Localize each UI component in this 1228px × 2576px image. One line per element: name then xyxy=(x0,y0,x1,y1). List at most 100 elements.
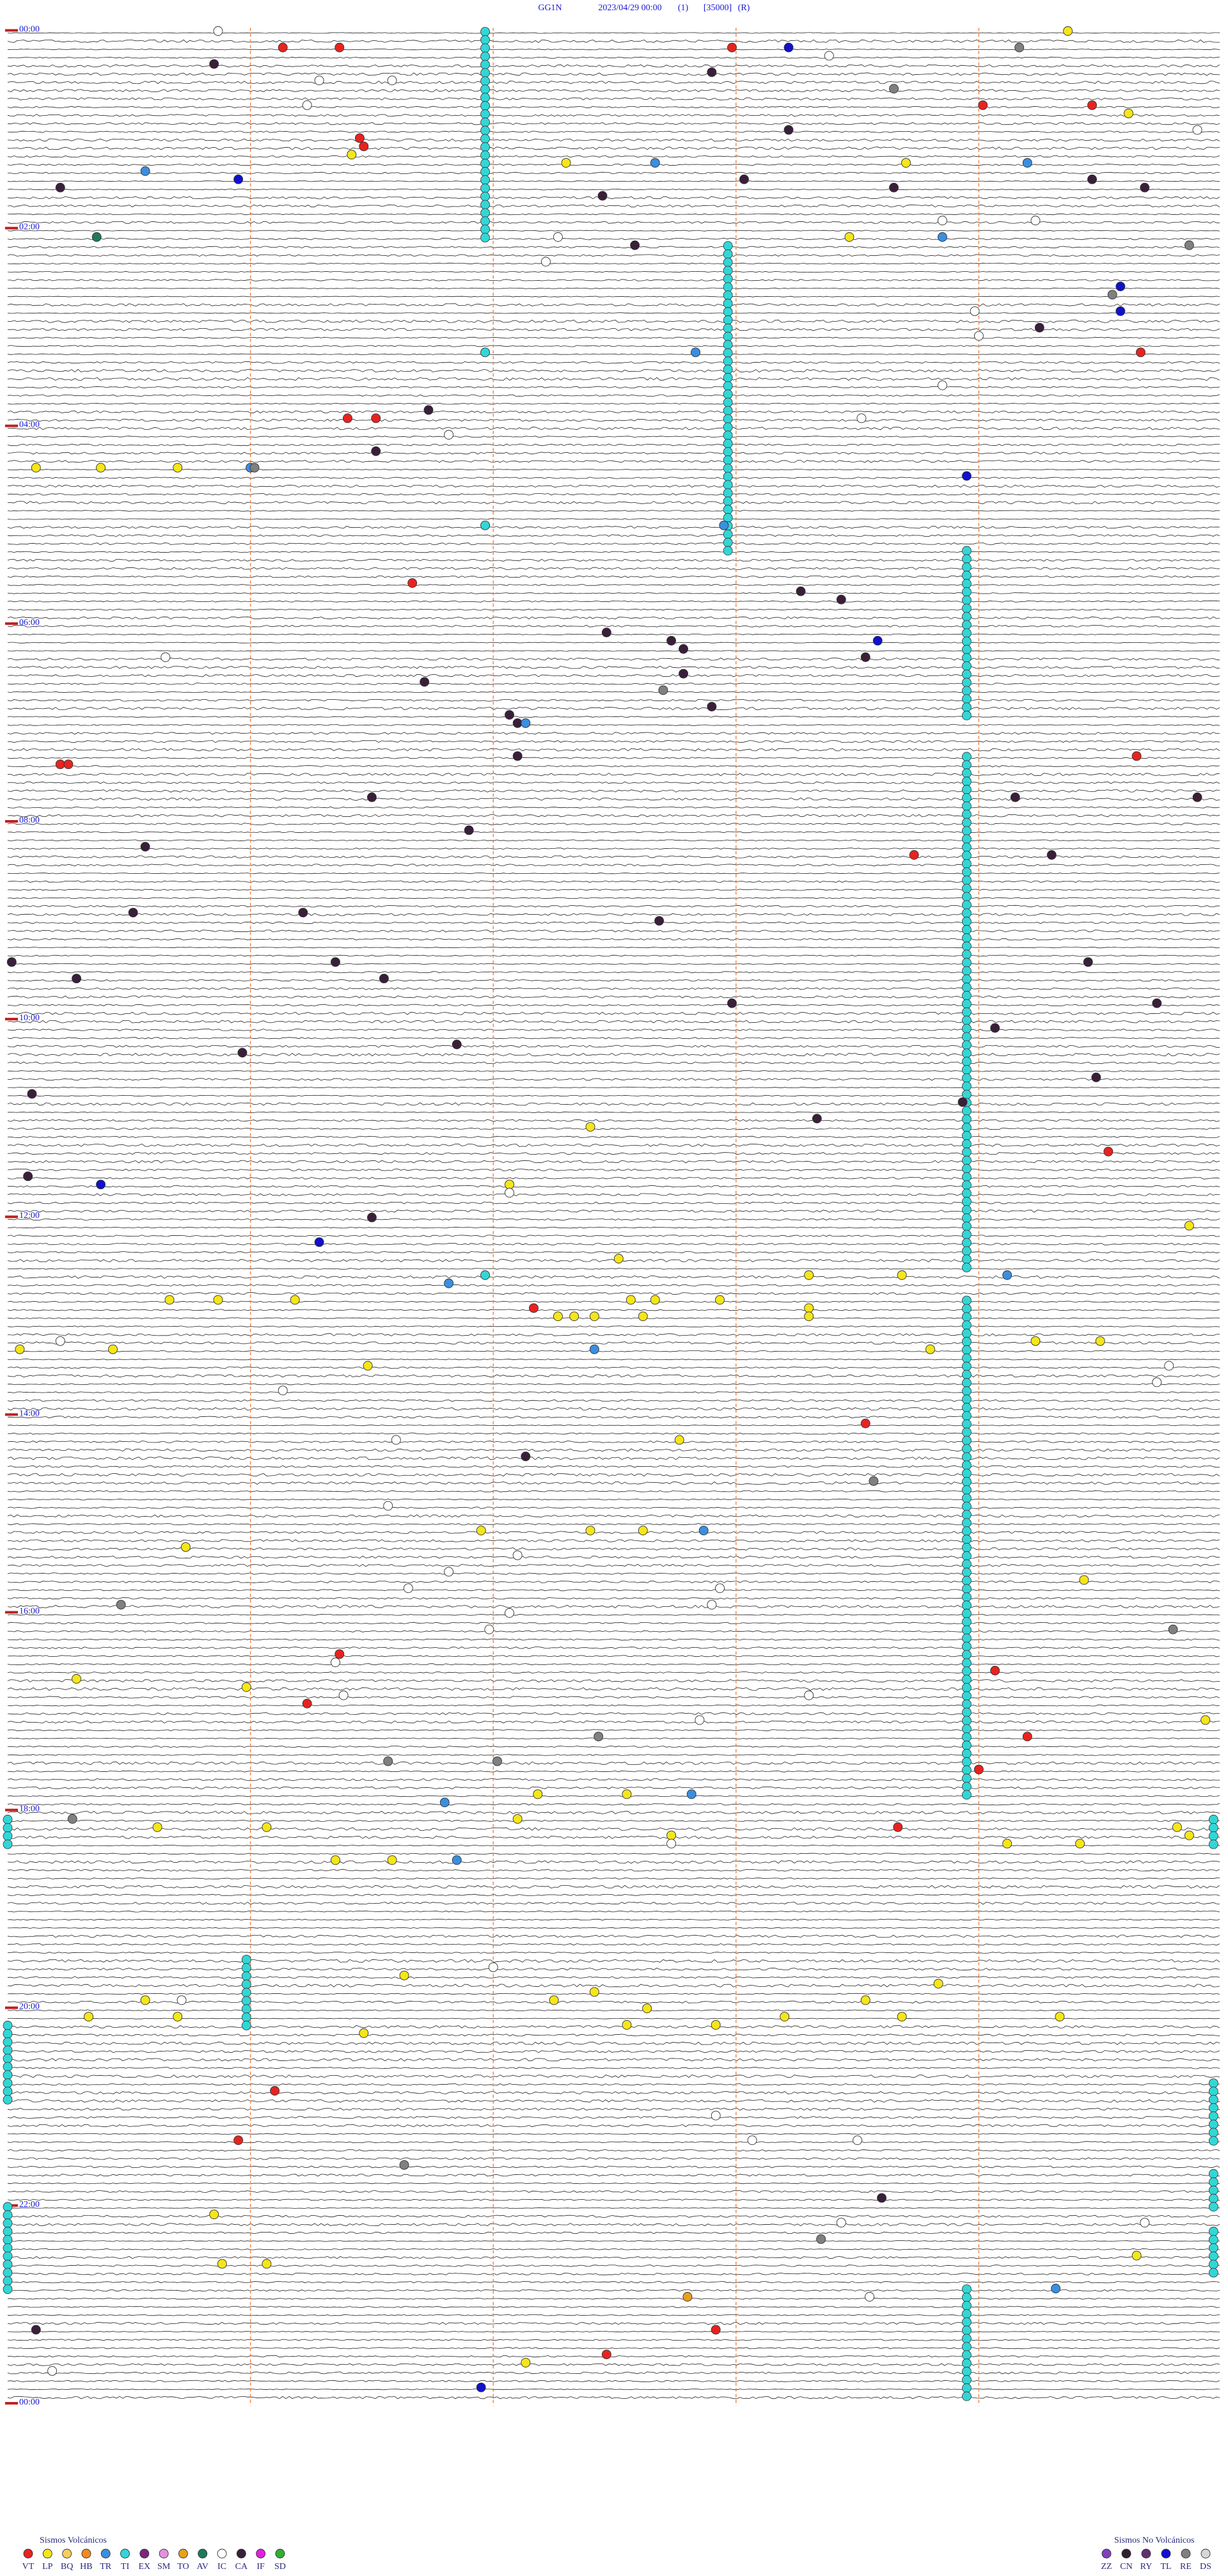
swarm-event xyxy=(962,1600,972,1610)
event xyxy=(990,1023,1000,1033)
trace xyxy=(7,2314,1220,2316)
swarm-event xyxy=(3,2037,13,2047)
traces xyxy=(7,32,1220,2399)
trace xyxy=(7,402,1220,405)
hour-marker xyxy=(5,2006,18,2009)
trace xyxy=(7,1704,1220,1707)
trace xyxy=(7,230,1220,232)
trace xyxy=(7,707,1220,711)
trace xyxy=(7,377,1220,381)
swarm-event xyxy=(962,958,972,968)
swarm-event xyxy=(3,1822,13,1833)
swarm-event xyxy=(723,505,733,514)
trace xyxy=(7,1729,1220,1732)
event xyxy=(67,1814,77,1824)
trace xyxy=(7,1778,1220,1782)
event xyxy=(1079,1575,1089,1585)
event xyxy=(860,1418,870,1428)
trace xyxy=(7,1284,1220,1287)
trace xyxy=(8,1448,1220,1452)
trace xyxy=(7,1671,1220,1674)
trace xyxy=(7,765,1220,768)
event xyxy=(682,2292,693,2302)
trace xyxy=(7,1959,1220,1963)
event xyxy=(1075,1838,1085,1849)
swarm-event xyxy=(723,463,733,473)
swarm-event xyxy=(962,1526,972,1537)
event xyxy=(140,842,150,852)
swarm-event xyxy=(962,900,972,910)
legend-code: IC xyxy=(217,2562,226,2572)
swarm-event xyxy=(480,167,490,177)
event xyxy=(540,257,551,267)
swarm-event xyxy=(962,595,972,605)
swarm-event xyxy=(962,1493,972,1503)
trace xyxy=(7,1952,1220,1954)
event xyxy=(363,1361,373,1371)
event xyxy=(1002,1838,1012,1849)
swarm-event xyxy=(1208,2087,1218,2096)
swarm-event xyxy=(962,1782,972,1792)
trace xyxy=(7,1984,1220,1987)
event xyxy=(521,1451,531,1462)
trace xyxy=(7,1754,1220,1756)
legend-swatch xyxy=(159,2548,169,2559)
event xyxy=(679,644,689,654)
swarm-event xyxy=(962,1106,972,1116)
hour-marker xyxy=(5,29,18,32)
trace xyxy=(7,971,1220,974)
trace xyxy=(8,279,1220,281)
trace xyxy=(7,1176,1220,1180)
trace xyxy=(7,1425,1220,1426)
trace xyxy=(8,2231,1220,2234)
event xyxy=(387,75,397,86)
swarm-event xyxy=(723,299,733,308)
trace xyxy=(7,1465,1220,1468)
swarm-event xyxy=(1208,2243,1218,2253)
event xyxy=(622,2020,632,2030)
legend-title: Sismos No Volcánicos xyxy=(1114,2536,1195,2545)
swarm-event xyxy=(962,1155,972,1166)
event xyxy=(1140,182,1150,193)
swarm-event xyxy=(962,1485,972,1495)
event xyxy=(638,1311,648,1322)
event xyxy=(331,957,340,967)
event xyxy=(241,1682,251,1692)
event xyxy=(856,413,867,423)
trace xyxy=(7,873,1220,874)
trace xyxy=(7,1399,1220,1402)
trace xyxy=(7,1416,1220,1419)
legend-swatch xyxy=(139,2548,150,2559)
swarm-event xyxy=(723,356,733,367)
swarm-event xyxy=(962,1535,972,1544)
event xyxy=(484,1624,494,1634)
trace xyxy=(7,1037,1220,1039)
event xyxy=(464,825,474,835)
trace xyxy=(7,1860,1220,1864)
trace xyxy=(7,995,1220,999)
trace xyxy=(7,1737,1220,1739)
swarm-event xyxy=(962,949,972,960)
swarm-event xyxy=(3,1831,13,1841)
swarm-event xyxy=(1208,1839,1218,1849)
event xyxy=(707,702,717,712)
swarm-event xyxy=(962,1131,972,1141)
trace xyxy=(7,246,1220,249)
swarm-event xyxy=(962,1395,972,1404)
swarm-event xyxy=(962,777,972,786)
trace xyxy=(7,1696,1220,1699)
trace xyxy=(7,296,1220,297)
trace xyxy=(7,1473,1220,1477)
event xyxy=(96,1180,106,1190)
swarm-event xyxy=(1208,1822,1218,1833)
event xyxy=(727,42,737,52)
trace xyxy=(7,740,1220,743)
event xyxy=(626,1295,636,1305)
swarm-event xyxy=(962,1543,972,1553)
trace xyxy=(7,855,1220,858)
trace xyxy=(7,600,1220,603)
swarm-event xyxy=(723,414,733,424)
trace xyxy=(7,889,1220,891)
trace xyxy=(7,1679,1220,1682)
swarm-event xyxy=(1208,1815,1218,1824)
